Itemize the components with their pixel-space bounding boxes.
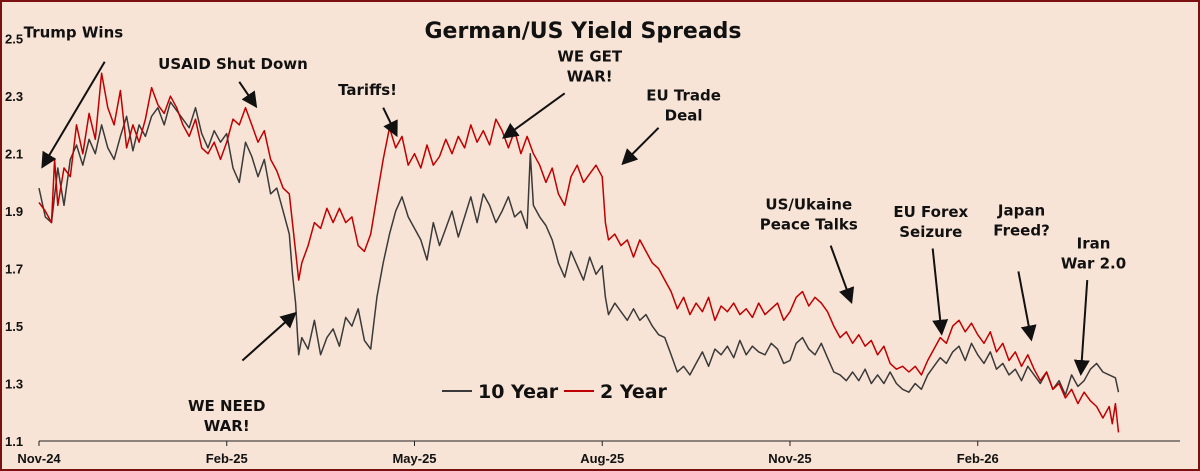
annotation-arrow bbox=[621, 127, 660, 166]
x-tick-label: Feb-25 bbox=[206, 451, 248, 466]
annotation-label: Tariffs! bbox=[338, 81, 397, 99]
annotation-label: US/Ukaine Peace Talks bbox=[760, 196, 858, 234]
y-tick-label: 1.3 bbox=[5, 377, 23, 392]
annotation-label: WE GET WAR! bbox=[557, 48, 623, 86]
annotation-label: Japan Freed? bbox=[993, 201, 1049, 239]
y-tick-label: 1.5 bbox=[5, 319, 23, 334]
series-layer bbox=[38, 72, 1120, 433]
y-tick-label: 1.9 bbox=[5, 204, 23, 219]
annotation-label: Iran War 2.0 bbox=[1061, 234, 1126, 272]
annotation-arrow bbox=[41, 61, 106, 169]
series-line-2-year bbox=[38, 72, 1120, 433]
y-tick-label: 1.1 bbox=[5, 434, 23, 449]
annotation-arrow bbox=[1017, 271, 1037, 342]
x-tick-label: Nov-24 bbox=[17, 451, 61, 466]
legend-label-2-year: 2 Year bbox=[600, 381, 668, 403]
x-axis: Nov-24 Feb-25 May-25 Aug-25 Nov-25 Feb-26 bbox=[17, 441, 999, 466]
y-tick-label: 2.3 bbox=[5, 89, 23, 104]
y-axis: 1.1 1.3 1.5 1.7 1.9 2.1 2.3 2.5 bbox=[5, 32, 23, 449]
y-tick-label: 2.5 bbox=[5, 32, 23, 47]
annotation-arrow bbox=[241, 311, 297, 362]
annotation-arrow bbox=[1073, 280, 1090, 377]
annotation-label: EU Trade Deal bbox=[646, 87, 721, 125]
chart-title: German/US Yield Spreads bbox=[424, 19, 741, 44]
annotation-arrow bbox=[931, 248, 949, 336]
series-line-10-year bbox=[38, 101, 1120, 396]
x-tick-label: Nov-25 bbox=[768, 451, 811, 466]
annotation-label: Trump Wins bbox=[24, 23, 124, 41]
annotations: Trump Wins USAID Shut Down Tariffs! WE GET W… bbox=[24, 23, 1127, 435]
annotation-label: USAID Shut Down bbox=[158, 55, 308, 73]
annotation-arrow bbox=[238, 81, 258, 109]
legend-label-10-year: 10 Year bbox=[478, 381, 559, 403]
annotation-label: EU Forex Seizure bbox=[893, 203, 968, 241]
annotation-arrow bbox=[382, 107, 398, 138]
legend: 10 Year 2 Year bbox=[442, 381, 668, 403]
x-tick-label: Feb-26 bbox=[957, 451, 999, 466]
y-tick-label: 2.1 bbox=[5, 147, 23, 162]
x-tick-label: Aug-25 bbox=[580, 451, 624, 466]
y-tick-label: 1.7 bbox=[5, 262, 23, 277]
annotation-label: WE NEED WAR! bbox=[188, 397, 266, 435]
annotation-arrow bbox=[829, 245, 855, 304]
annotation-arrow bbox=[502, 92, 566, 139]
x-tick-label: May-25 bbox=[392, 451, 436, 466]
